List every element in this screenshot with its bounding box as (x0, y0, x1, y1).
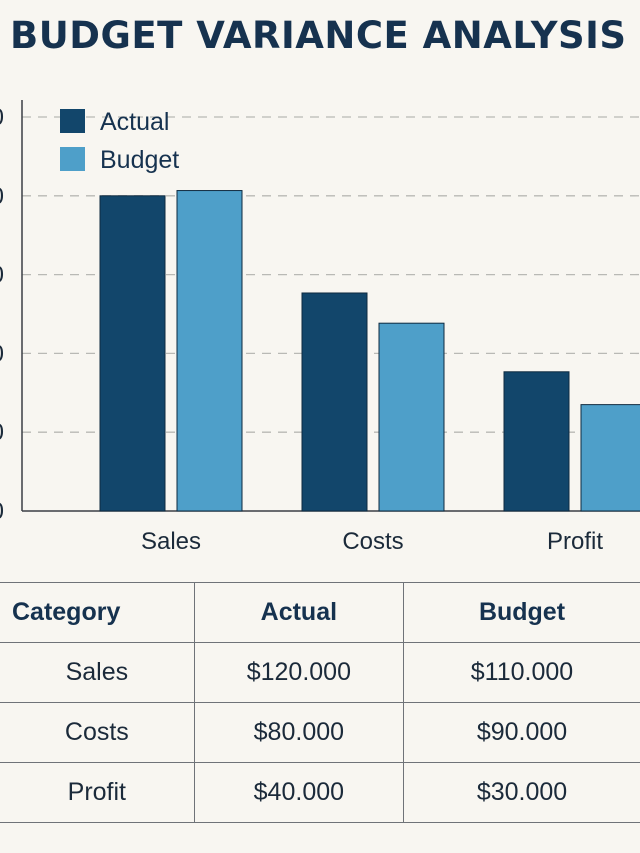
legend-label-actual: Actual (100, 108, 169, 136)
table-row: Sales $120.000 $110.000 (0, 642, 640, 703)
x-tick-label-sales: Sales (141, 528, 201, 555)
x-tick-label-profit: Profit (547, 528, 603, 555)
bar-actual-profit (503, 371, 570, 512)
header-budget: Budget (403, 582, 640, 643)
legend-label-budget: Budget (100, 146, 179, 174)
cell-actual: $120.000 (194, 642, 405, 703)
data-table: Category Actual Budget Sales $120.000 $1… (0, 582, 640, 823)
table-row: Costs $80.000 $90.000 (0, 702, 640, 763)
cell-category: Sales (0, 642, 195, 703)
bar-chart: 0 0 0 0 0 0 Sales Costs Profit Actual Budget (0, 100, 640, 555)
legend-swatch-budget (60, 147, 85, 171)
y-axis-ticks: 0 0 0 0 0 0 (0, 104, 4, 525)
x-tick-label-costs: Costs (342, 528, 403, 555)
legend-swatch-actual (60, 109, 85, 133)
cell-budget: $90.000 (403, 702, 640, 763)
legend: Actual Budget (60, 108, 179, 174)
y-tick-label: 0 (0, 104, 4, 131)
cell-category: Profit (0, 762, 195, 823)
x-axis-categories: Sales Costs Profit (141, 528, 603, 555)
table-row: Profit $40.000 $30.000 (0, 762, 640, 823)
bar-budget-profit (580, 404, 640, 512)
y-tick-label: 0 (0, 262, 4, 289)
cell-actual: $80.000 (194, 702, 405, 763)
y-tick-label: 0 (0, 340, 4, 367)
bar-actual-costs (301, 292, 368, 512)
bar-actual-sales (99, 195, 166, 512)
table-header-row: Category Actual Budget (0, 582, 640, 643)
y-tick-label: 0 (0, 419, 4, 446)
cell-budget: $30.000 (403, 762, 640, 823)
header-category: Category (0, 582, 195, 643)
chart-title: BUDGET VARIANCE ANALYSIS (10, 14, 627, 57)
bar-budget-costs (378, 322, 445, 512)
cell-budget: $110.000 (403, 642, 640, 703)
bars (99, 190, 640, 512)
y-tick-label: 0 (0, 183, 4, 210)
header-actual: Actual (194, 582, 405, 643)
bar-budget-sales (176, 190, 243, 512)
y-tick-label: 0 (0, 498, 4, 525)
cell-actual: $40.000 (194, 762, 405, 823)
cell-category: Costs (0, 702, 195, 763)
